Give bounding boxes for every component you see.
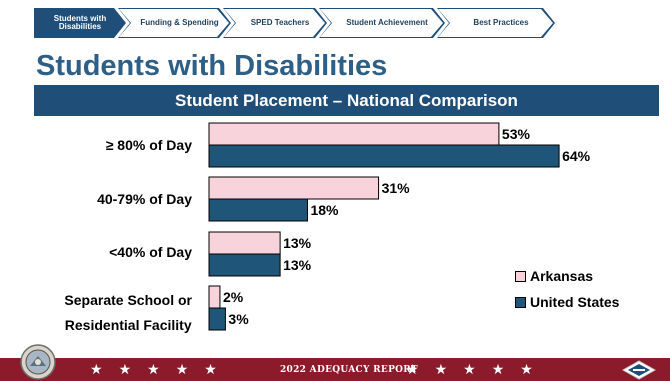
bar-united-states-80-plus: [208, 144, 560, 168]
data-label-arkansas-separate-school: 2%: [223, 289, 244, 305]
nav-item-sped-teachers[interactable]: SPED Teachers: [223, 8, 327, 38]
star-icon: ★: [406, 361, 419, 377]
star-icon: ★: [491, 361, 505, 377]
legend-item-arkansas: Arkansas: [515, 268, 619, 284]
data-label-arkansas-80-plus: 53%: [502, 126, 531, 142]
star-icon: ★: [520, 361, 533, 377]
data-label-united-states-separate-school: 3%: [228, 311, 249, 327]
footer-bar: ★ ★ ★ ★ ★ 2022 ADEQUACY REPORT ★ ★ ★ ★ ★: [0, 358, 670, 381]
data-label-united-states-40-79: 18%: [310, 202, 339, 218]
legend-item-united-states: United States: [515, 294, 619, 310]
category-label-separate-school-line1: Separate School or: [64, 292, 192, 308]
data-label-united-states-80-plus: 64%: [562, 148, 591, 164]
footer-stars-right: ★ ★ ★ ★ ★: [398, 358, 541, 381]
legend-swatch-united-states: [515, 296, 526, 308]
nav-item-student-achievement[interactable]: Student Achievement: [319, 8, 445, 38]
data-label-united-states-under-40: 13%: [283, 257, 312, 273]
bar-arkansas-80-plus: [208, 122, 500, 146]
bar-united-states-separate-school: [208, 307, 226, 331]
star-icon: ★: [90, 361, 103, 377]
star-icon: ★: [463, 361, 476, 377]
data-label-arkansas-40-79: 31%: [382, 180, 411, 196]
chart-legend: Arkansas United States: [515, 268, 619, 320]
bar-arkansas-under-40: [208, 231, 281, 255]
star-icon: ★: [434, 361, 448, 377]
legend-swatch-arkansas: [515, 270, 526, 282]
category-label-40-79: 40-79% of Day: [97, 191, 192, 207]
category-label-under-40: <40% of Day: [109, 244, 192, 260]
nav-item-best-practices[interactable]: Best Practices: [437, 8, 555, 38]
breadcrumb: Students with Disabilities Funding & Spe…: [34, 8, 547, 38]
page-title: Students with Disabilities: [36, 50, 388, 82]
arkansas-diamond-icon: [622, 360, 656, 380]
nav-item-students-with-disabilities[interactable]: Students with Disabilities: [34, 8, 126, 38]
nav-item-funding-spending[interactable]: Funding & Spending: [118, 8, 231, 38]
bar-arkansas-separate-school: [208, 285, 221, 309]
data-label-arkansas-under-40: 13%: [283, 235, 312, 251]
footer-stars-left: ★ ★ ★ ★ ★: [82, 358, 225, 381]
star-icon: ★: [118, 361, 132, 377]
bar-united-states-under-40: [208, 253, 281, 277]
bar-arkansas-40-79: [208, 176, 380, 200]
bar-united-states-40-79: [208, 198, 308, 222]
star-icon: ★: [175, 361, 189, 377]
category-label-80-plus: ≥ 80% of Day: [105, 137, 192, 153]
arkansas-seal-icon: [20, 344, 56, 380]
category-label-separate-school-line2: Residential Facility: [64, 317, 192, 333]
category-label-separate-school: Separate School or Residential Facility: [64, 288, 192, 338]
star-icon: ★: [147, 361, 160, 377]
footer-report-title: 2022 ADEQUACY REPORT: [280, 364, 418, 375]
chart-title-banner: Student Placement – National Comparison: [34, 85, 659, 116]
star-icon: ★: [204, 361, 217, 377]
